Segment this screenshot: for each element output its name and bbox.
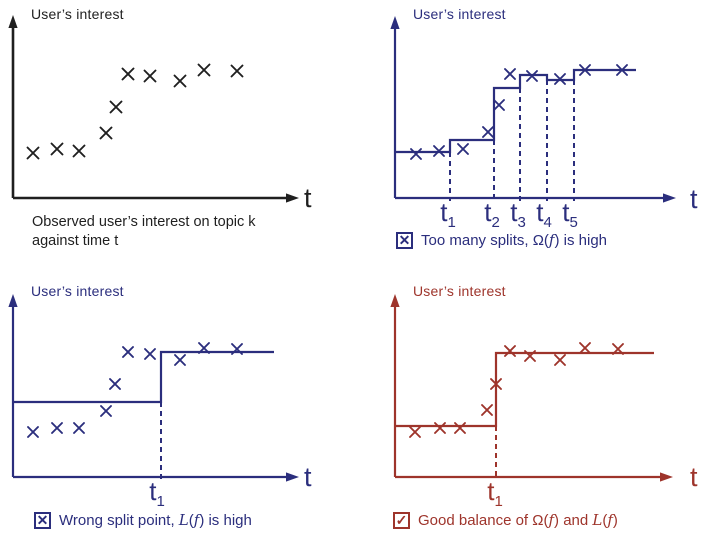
x-axis-label: t bbox=[304, 462, 312, 492]
data-point-x-marker bbox=[457, 143, 469, 155]
panel-too-many-splits bbox=[390, 16, 676, 203]
data-point-x-marker bbox=[554, 73, 566, 85]
caption-text: Too many splits, Ω(f) is high bbox=[421, 231, 608, 249]
data-point-x-marker bbox=[99, 126, 113, 140]
data-point-x-marker bbox=[26, 146, 40, 160]
x-axis-label: t bbox=[304, 183, 312, 213]
data-point-x-marker bbox=[434, 422, 446, 434]
tick-label-t4: t4 bbox=[536, 197, 552, 232]
data-point-x-marker bbox=[410, 148, 422, 160]
y-axis-label: User’s interest bbox=[31, 283, 124, 299]
data-point-x-marker bbox=[524, 350, 536, 362]
y-axis-arrowhead bbox=[8, 15, 18, 28]
caption-text: Observed user’s interest on topic k agai… bbox=[32, 214, 256, 249]
data-point-x-marker bbox=[143, 69, 157, 83]
panel-observed-data bbox=[8, 15, 299, 203]
x-axis-arrowhead bbox=[286, 193, 299, 203]
data-point-x-marker bbox=[121, 67, 135, 81]
data-point-x-marker bbox=[481, 404, 493, 416]
caption-wrong-split-point: ✕ Wrong split point, L(f) is high bbox=[34, 511, 252, 529]
data-point-x-marker bbox=[493, 99, 505, 111]
data-point-x-marker bbox=[454, 422, 466, 434]
data-point-x-marker bbox=[409, 426, 421, 438]
y-axis-arrowhead bbox=[390, 16, 400, 29]
data-point-x-marker bbox=[109, 100, 123, 114]
data-point-x-marker bbox=[579, 342, 591, 354]
data-point-x-marker bbox=[504, 345, 516, 357]
data-point-x-marker bbox=[174, 354, 186, 366]
data-point-x-marker bbox=[100, 405, 112, 417]
data-point-x-marker bbox=[197, 63, 211, 77]
step-function-line bbox=[13, 350, 274, 404]
panel-wrong-split-point bbox=[8, 294, 299, 482]
data-point-x-marker bbox=[27, 426, 39, 438]
data-point-x-marker bbox=[173, 74, 187, 88]
data-point-x-marker bbox=[73, 422, 85, 434]
panel-good-balance bbox=[390, 294, 673, 482]
data-point-x-marker bbox=[198, 342, 210, 354]
data-point-x-marker bbox=[612, 343, 624, 355]
caption-text: Wrong split point, L(f) is high bbox=[59, 511, 252, 529]
x-axis-arrowhead bbox=[660, 472, 673, 482]
y-axis-arrowhead bbox=[8, 294, 18, 307]
caption-observed: Observed user’s interest on topic k agai… bbox=[32, 213, 322, 251]
caption-too-many-splits: ✕ Too many splits, Ω(f) is high bbox=[396, 231, 607, 249]
data-point-x-marker bbox=[109, 378, 121, 390]
checkbox-x-icon: ✕ bbox=[396, 231, 413, 249]
data-point-x-marker bbox=[554, 354, 566, 366]
tick-label-t3: t3 bbox=[510, 197, 526, 232]
data-point-x-marker bbox=[616, 64, 628, 76]
data-point-x-marker bbox=[482, 126, 494, 138]
checkbox-checked-icon: ✓ bbox=[393, 511, 410, 529]
data-point-x-marker bbox=[51, 422, 63, 434]
data-point-x-marker bbox=[50, 142, 64, 156]
y-axis-arrowhead bbox=[390, 294, 400, 307]
data-point-x-marker bbox=[526, 70, 538, 82]
step-function-line bbox=[395, 68, 636, 154]
x-axis-arrowhead bbox=[663, 193, 676, 203]
x-axis-label: t bbox=[690, 462, 698, 492]
data-point-x-marker bbox=[231, 343, 243, 355]
data-point-x-marker bbox=[579, 64, 591, 76]
tick-label-t1: t1 bbox=[440, 197, 456, 232]
data-point-x-marker bbox=[122, 346, 134, 358]
data-point-x-marker bbox=[504, 68, 516, 80]
x-axis-label: t bbox=[690, 184, 698, 214]
y-axis-label: User’s interest bbox=[413, 6, 506, 22]
data-point-x-marker bbox=[433, 145, 445, 157]
step-function-line bbox=[395, 351, 654, 428]
checkbox-x-icon: ✕ bbox=[34, 511, 51, 529]
tick-label-t2: t2 bbox=[484, 197, 500, 232]
data-point-x-marker bbox=[230, 64, 244, 78]
y-axis-label: User’s interest bbox=[31, 6, 124, 22]
y-axis-label: User’s interest bbox=[413, 283, 506, 299]
data-point-x-marker bbox=[490, 378, 502, 390]
data-point-x-marker bbox=[144, 348, 156, 360]
caption-good-balance: ✓ Good balance of Ω(f) and L(f) bbox=[393, 511, 618, 529]
tick-label-t1: t1 bbox=[487, 476, 503, 511]
x-axis-arrowhead bbox=[286, 472, 299, 482]
tick-label-t5: t5 bbox=[562, 197, 578, 232]
caption-text: Good balance of Ω(f) and L(f) bbox=[418, 511, 618, 529]
data-point-x-marker bbox=[72, 144, 86, 158]
tick-label-t1: t1 bbox=[149, 476, 165, 511]
